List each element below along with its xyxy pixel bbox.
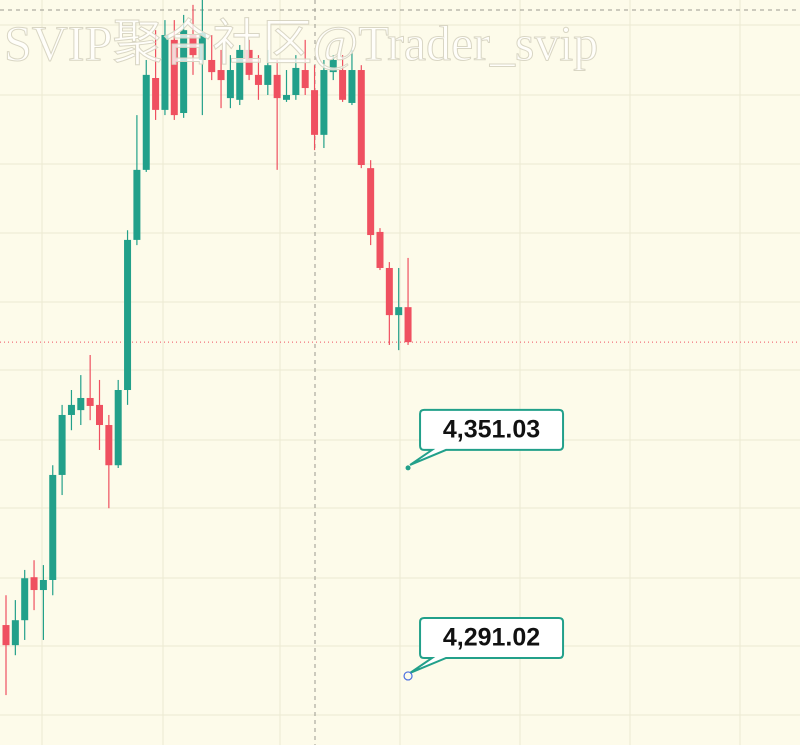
- candle-body: [226, 70, 234, 99]
- candle-body: [39, 579, 47, 591]
- price-marker: 4,291.02: [403, 616, 565, 681]
- plot: 4,351.03 4,291.02: [0, 0, 800, 696]
- marker-label: 4,351.03: [443, 416, 540, 444]
- candle-body: [161, 35, 169, 110]
- candle-body: [404, 307, 412, 343]
- candle-body: [189, 35, 197, 56]
- candle-body: [395, 307, 403, 316]
- candle-body: [348, 70, 356, 103]
- marker-label: 4,291.02: [443, 624, 540, 652]
- marker-dot: [403, 671, 413, 681]
- marker-callout: [409, 616, 565, 674]
- candle-body: [320, 70, 328, 135]
- candle-body: [2, 625, 10, 646]
- candle-body: [236, 49, 244, 100]
- candle-body: [11, 620, 19, 646]
- candle-body: [96, 404, 103, 426]
- candle-body: [114, 390, 122, 466]
- price-marker: 4,351.03: [405, 408, 565, 471]
- candle-body: [367, 168, 375, 236]
- candle-body: [254, 74, 262, 85]
- candle-body: [385, 267, 393, 316]
- candle-body: [292, 67, 300, 95]
- candle-body: [180, 30, 188, 114]
- candle-body: [86, 397, 94, 406]
- candle-body: [339, 70, 347, 100]
- candle-body: [77, 397, 85, 411]
- candle-body: [152, 78, 160, 110]
- candle-body: [208, 59, 216, 73]
- candle-body: [133, 169, 141, 240]
- candle-body: [376, 231, 384, 268]
- candle-body: [198, 32, 206, 60]
- marker-dot: [405, 465, 411, 471]
- candle-body: [217, 70, 225, 81]
- candle-body: [264, 65, 272, 85]
- candle-body: [329, 59, 337, 73]
- candle-body: [283, 94, 290, 100]
- candle-body: [357, 70, 365, 166]
- candle-body: [58, 414, 66, 475]
- candle-body: [124, 239, 132, 391]
- watermark: SVIP聚合社区@Trader_svip: [4, 15, 598, 71]
- candle-body: [245, 49, 253, 75]
- candle-body: [311, 90, 319, 135]
- candle-body: [273, 74, 281, 99]
- candle-body: [21, 578, 29, 621]
- candle-body: [105, 425, 113, 466]
- candle-body: [142, 74, 150, 170]
- marker-callout: [409, 408, 565, 466]
- candle-body: [301, 70, 309, 89]
- candle-body: [67, 404, 75, 415]
- candle-body: [170, 39, 178, 116]
- candle-body: [30, 577, 38, 591]
- candle-body: [49, 474, 57, 580]
